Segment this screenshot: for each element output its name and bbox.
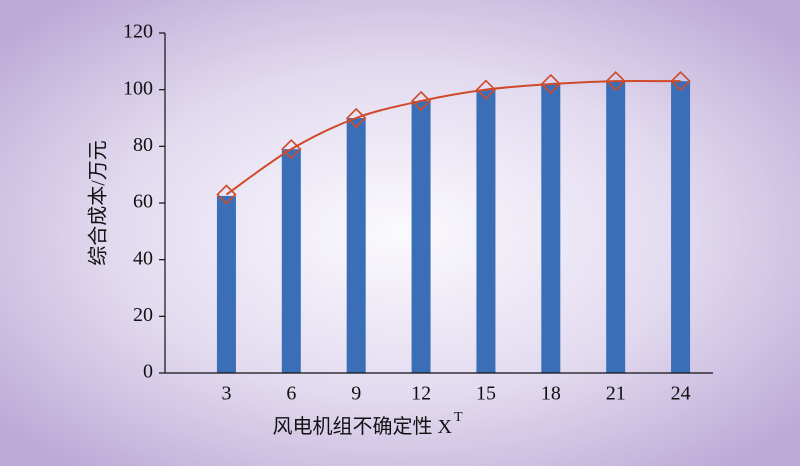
y-axis-label: 综合成本/万元 [87,140,110,266]
x-axis-label-sup: T [454,410,463,425]
y-tick-label: 20 [133,304,153,326]
y-tick-label: 0 [143,361,153,383]
x-tick-label: 21 [606,383,626,405]
bar [281,149,301,373]
x-tick-label: 9 [351,383,361,405]
y-tick-label: 60 [133,191,153,213]
bar [216,195,236,373]
x-tick-label: 3 [221,383,231,405]
marker [216,184,237,205]
y-tick-label: 80 [133,134,153,156]
x-tick-label: 12 [411,383,431,405]
bar [411,101,431,373]
y-tick-label: 40 [133,247,153,269]
marker [605,71,626,92]
x-axis-label-main: 风电机组不确定性 X [273,415,453,438]
bar [476,89,496,374]
y-tick-label: 100 [123,77,153,99]
marker [281,139,302,160]
x-tick-label: 15 [476,383,496,405]
x-tick-label: 6 [286,383,296,405]
x-tick-label: 18 [541,383,561,405]
marker [475,79,497,100]
marker [670,71,691,92]
marker [410,90,432,112]
x-axis-label: 风电机组不确定性 X [273,415,453,438]
bar [346,118,366,373]
marker [540,73,561,95]
y-tick-label: 120 [123,21,153,43]
bar [606,81,626,374]
bar [541,84,561,373]
bar [671,81,691,374]
x-tick-label: 24 [671,383,691,405]
marker [346,107,367,129]
